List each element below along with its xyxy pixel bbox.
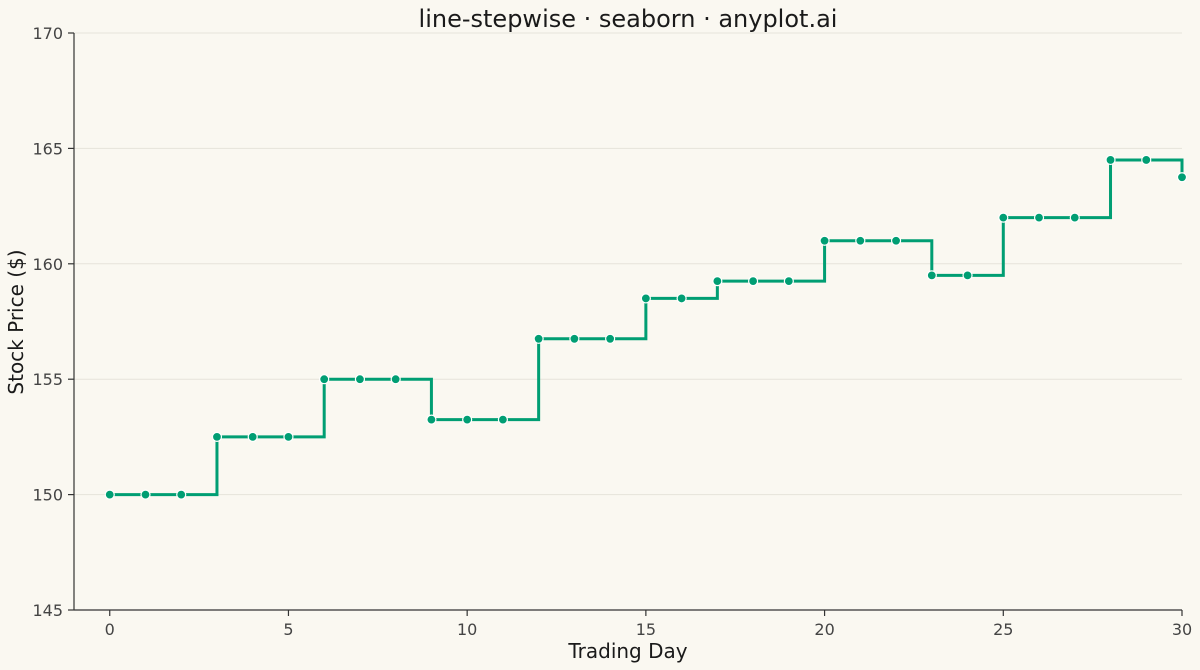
chart-title: line-stepwise · seaborn · anyplot.ai — [419, 5, 838, 33]
x-tick-label: 5 — [283, 620, 293, 639]
data-point — [497, 414, 509, 425]
series-step-line — [109, 158, 1184, 497]
data-point — [1069, 212, 1080, 223]
grid-lines — [74, 32, 1182, 496]
x-tick-label: 15 — [636, 620, 656, 639]
data-point — [712, 276, 723, 287]
data-point — [890, 235, 902, 246]
data-point — [283, 431, 294, 442]
data-point — [926, 270, 937, 281]
y-tick-label: 160 — [32, 255, 63, 274]
data-point — [319, 374, 330, 385]
data-point — [533, 333, 544, 344]
data-point — [747, 276, 759, 287]
x-tick-label: 30 — [1172, 620, 1192, 639]
data-point — [569, 333, 580, 344]
y-tick-label: 155 — [32, 370, 63, 389]
data-point — [1105, 154, 1116, 166]
y-tick-label: 165 — [32, 139, 63, 158]
data-point — [605, 333, 616, 344]
x-tick-label: 25 — [993, 620, 1013, 639]
y-tick-label: 150 — [32, 486, 63, 505]
data-point — [140, 489, 151, 500]
data-point — [1141, 154, 1152, 166]
x-tick-label: 10 — [457, 620, 477, 639]
data-point — [247, 431, 258, 442]
data-point — [176, 489, 187, 500]
data-point — [211, 431, 223, 442]
data-point — [819, 235, 830, 246]
y-tick-label: 145 — [32, 601, 63, 620]
data-point — [104, 489, 115, 500]
data-point — [998, 212, 1009, 223]
data-point — [354, 374, 366, 385]
data-point — [426, 414, 437, 425]
y-axis-label: Stock Price ($) — [4, 249, 28, 394]
axis-spines — [73, 33, 1182, 611]
data-point — [962, 270, 973, 281]
x-tick-label: 0 — [105, 620, 115, 639]
y-tick-label: 170 — [32, 24, 63, 43]
x-tick-label: 20 — [814, 620, 834, 639]
data-point — [1033, 212, 1045, 223]
data-point — [462, 414, 473, 425]
data-point — [855, 235, 866, 246]
plot-area — [104, 154, 1188, 500]
data-point — [390, 374, 401, 385]
x-axis-label: Trading Day — [567, 639, 687, 663]
data-point — [640, 293, 651, 304]
y-axis-ticks: 145 150 155 160 165 170 — [32, 24, 74, 620]
data-markers — [104, 154, 1188, 500]
data-point — [783, 276, 794, 287]
data-point — [676, 293, 687, 304]
x-axis-ticks: 0 5 10 15 20 25 30 — [105, 610, 1192, 639]
data-point — [1176, 172, 1188, 183]
